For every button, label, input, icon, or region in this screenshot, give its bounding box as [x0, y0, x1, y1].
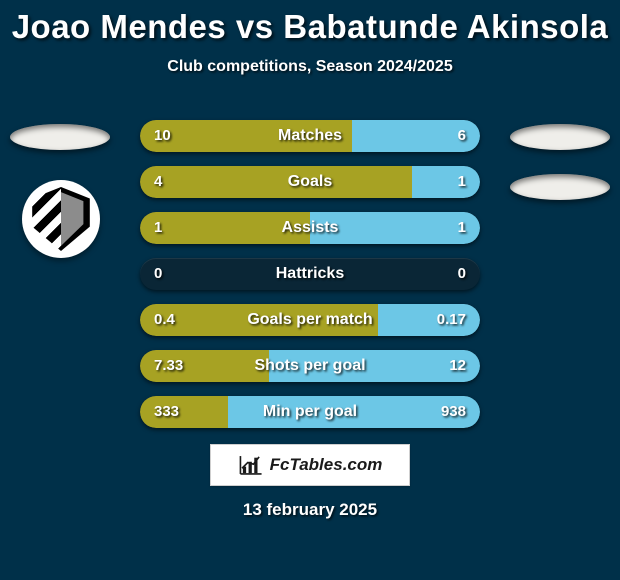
- stat-bar: 11Assists: [140, 212, 480, 244]
- stat-bar: 00Hattricks: [140, 258, 480, 290]
- stat-bar: 0.40.17Goals per match: [140, 304, 480, 336]
- snapshot-date: 13 february 2025: [0, 500, 620, 520]
- page-subtitle: Club competitions, Season 2024/2025: [0, 58, 620, 76]
- stat-bar: 7.3312Shots per goal: [140, 350, 480, 382]
- stat-label: Goals per match: [140, 304, 480, 336]
- stat-label: Matches: [140, 120, 480, 152]
- page-title: Joao Mendes vs Babatunde Akinsola: [0, 0, 620, 46]
- stat-bar: 41Goals: [140, 166, 480, 198]
- left-team-disc: [10, 124, 110, 150]
- stat-label: Shots per goal: [140, 350, 480, 382]
- left-team-crest: [22, 180, 100, 258]
- stat-bar: 106Matches: [140, 120, 480, 152]
- right-team-disc-1: [510, 124, 610, 150]
- right-team-disc-2: [510, 174, 610, 200]
- crest-icon: [29, 187, 93, 251]
- stat-label: Assists: [140, 212, 480, 244]
- stat-label: Hattricks: [140, 258, 480, 290]
- stat-label: Min per goal: [140, 396, 480, 428]
- watermark-text: FcTables.com: [270, 455, 383, 475]
- chart-icon: [238, 452, 264, 478]
- comparison-bars: 106Matches 41Goals 11Assists 00Hattricks 0.4…: [140, 120, 480, 442]
- watermark: FcTables.com: [210, 444, 410, 486]
- stat-label: Goals: [140, 166, 480, 198]
- stat-bar: 333938Min per goal: [140, 396, 480, 428]
